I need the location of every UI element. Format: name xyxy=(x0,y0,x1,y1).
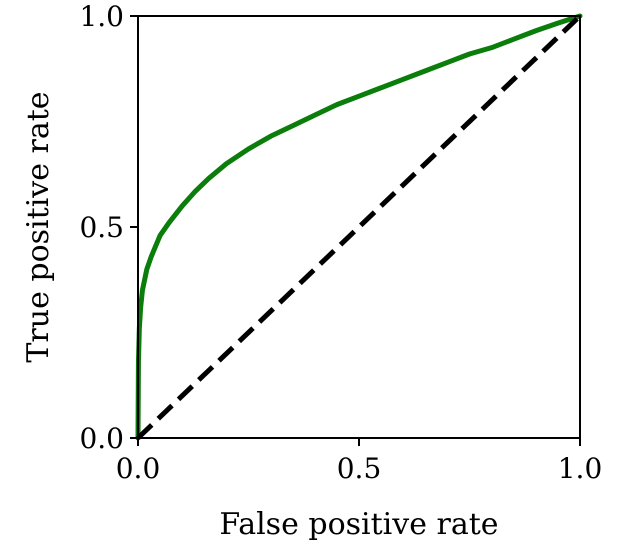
y-tick-label: 0.0 xyxy=(79,422,124,455)
x-tick-label: 1.0 xyxy=(558,452,603,485)
x-tick-label: 0.0 xyxy=(116,452,161,485)
x-axis-label: False positive rate xyxy=(219,507,498,542)
x-tick-label: 0.5 xyxy=(337,452,382,485)
plot-area xyxy=(135,13,583,441)
axis-ticks: 0.0 0.5 1.0 0.0 0.5 1.0 xyxy=(79,0,602,485)
y-axis-label: True positive rate xyxy=(21,91,56,362)
chance-diagonal-line xyxy=(136,14,582,440)
y-tick-label: 0.5 xyxy=(79,211,124,244)
roc-curve-line xyxy=(135,13,583,441)
y-tick-label: 1.0 xyxy=(79,0,124,33)
